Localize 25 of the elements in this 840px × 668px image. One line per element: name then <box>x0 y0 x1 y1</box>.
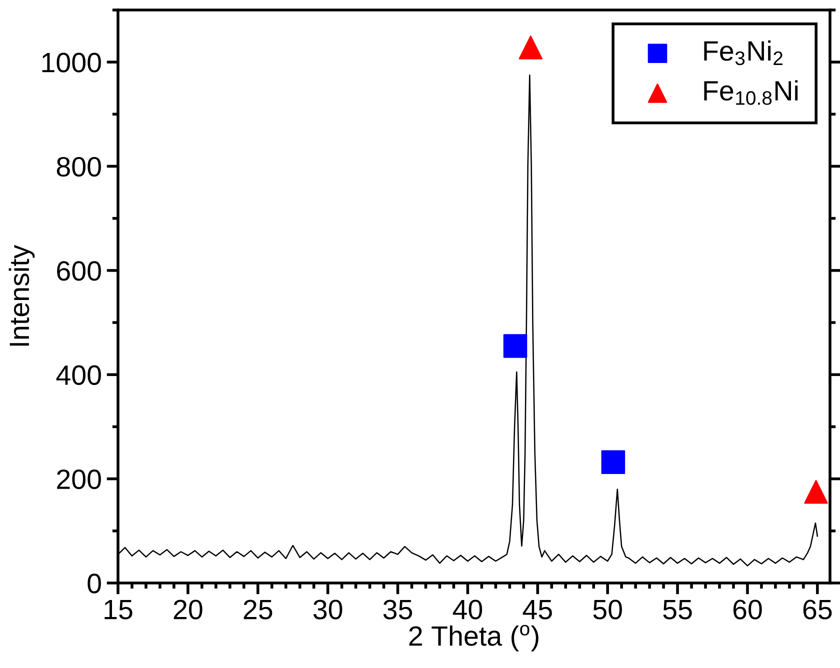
y-tick-label: 600 <box>57 261 101 281</box>
x-tick-label: 55 <box>663 600 692 620</box>
x-tick-label: 40 <box>452 600 482 620</box>
x-tick-label: 35 <box>383 600 412 620</box>
y-axis-title: Intensity <box>8 244 35 346</box>
x-tick-label: 60 <box>733 600 762 620</box>
y-tick-label: 200 <box>57 469 101 490</box>
x-tick-label: 50 <box>593 600 622 620</box>
x-axis-title: 2 Theta ($^{o}$) <box>409 624 538 652</box>
point <box>804 480 828 504</box>
x-tick-label: 25 <box>244 600 272 620</box>
y-tick-label: 800 <box>56 156 101 177</box>
y-tick-label: 1000 <box>42 52 101 72</box>
x-tick-label: 65 <box>803 600 832 620</box>
y-tick-label: 400 <box>56 365 101 385</box>
x-tick-label: 20 <box>174 600 202 620</box>
x-tick-label: 45 <box>522 600 552 620</box>
legend-label: Fe$_{10.8}$Ni <box>704 80 798 105</box>
point <box>503 334 528 358</box>
y-tick-label: 0 <box>88 574 101 594</box>
point <box>518 36 543 60</box>
point <box>601 450 626 474</box>
legend-label: Fe$_{3}$Ni$_{2}$ <box>704 40 782 66</box>
x-tick-label: 30 <box>313 600 342 620</box>
x-tick-label: 15 <box>104 600 132 620</box>
